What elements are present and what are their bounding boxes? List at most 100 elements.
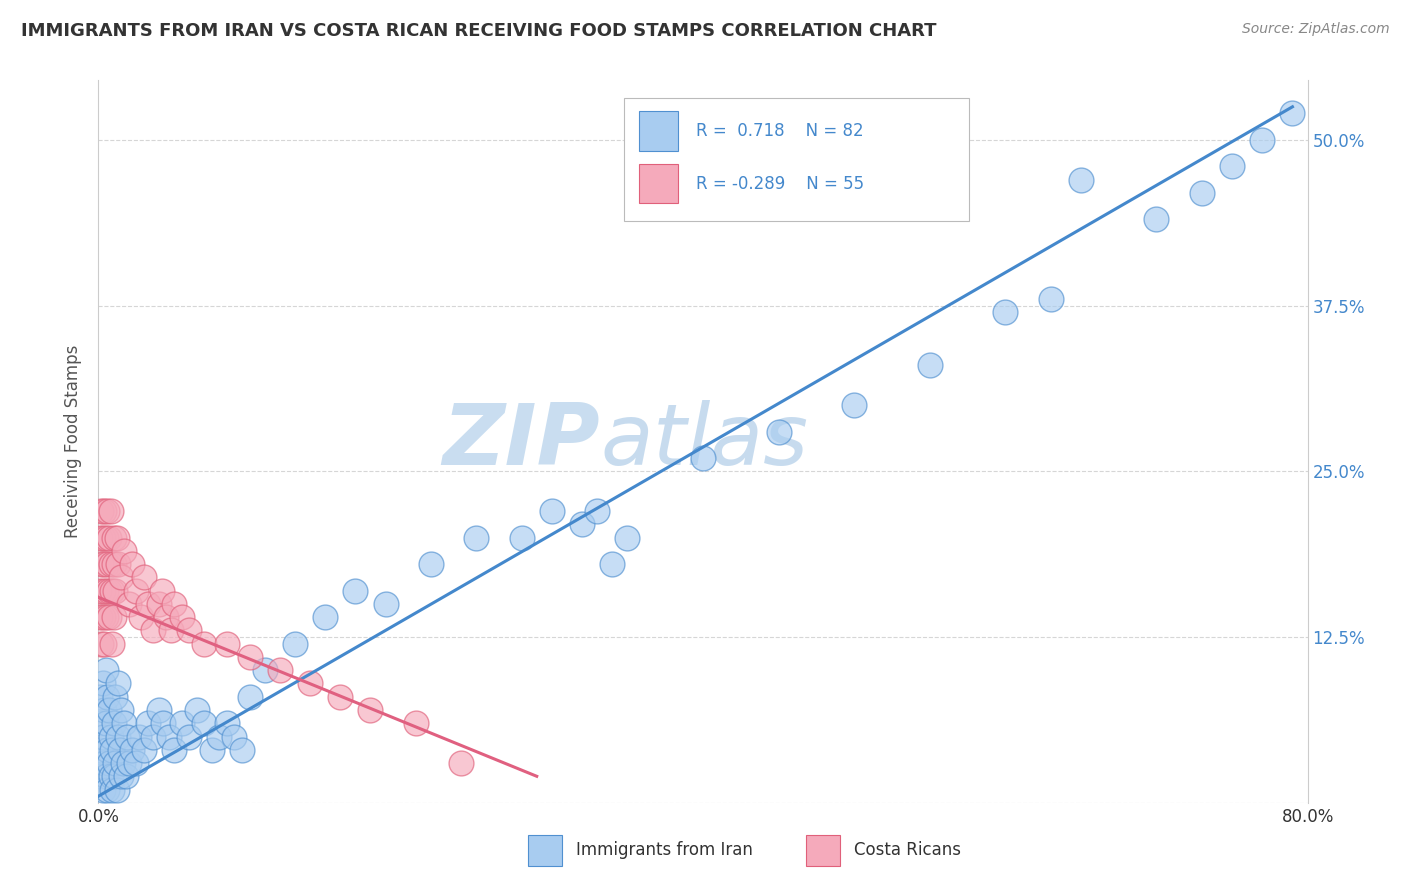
Point [91, 531, 114, 545]
Point [98, 531, 121, 545]
Point [108, 743, 131, 757]
Point [115, 730, 138, 744]
Point [104, 583, 127, 598]
Point [405, 716, 427, 731]
Point [103, 610, 125, 624]
Point [129, 610, 152, 624]
Point [91, 782, 114, 797]
Point [1281, 106, 1303, 120]
Point [170, 716, 193, 731]
Point [98, 610, 121, 624]
Point [91, 610, 114, 624]
Point [231, 743, 253, 757]
Text: Immigrants from Iran: Immigrants from Iran [576, 841, 754, 859]
Point [118, 756, 141, 770]
Point [100, 557, 122, 571]
Point [374, 597, 396, 611]
Point [136, 716, 159, 731]
Point [104, 690, 127, 704]
Point [186, 703, 208, 717]
Point [239, 650, 262, 665]
Text: IMMIGRANTS FROM IRAN VS COSTA RICAN RECEIVING FOOD STAMPS CORRELATION CHART: IMMIGRANTS FROM IRAN VS COSTA RICAN RECE… [21, 22, 936, 40]
Point [96, 690, 118, 704]
Point [201, 743, 224, 757]
Bar [638, 164, 678, 203]
Point [540, 504, 562, 518]
Point [1039, 292, 1062, 306]
Point [93, 756, 115, 770]
Point [1220, 160, 1243, 174]
Point [94, 531, 117, 545]
Point [125, 756, 148, 770]
Point [329, 690, 352, 704]
Point [90, 716, 112, 731]
Point [93, 557, 115, 571]
Point [253, 663, 276, 677]
Point [101, 637, 124, 651]
Point [150, 583, 173, 598]
Point [152, 716, 174, 731]
Point [89, 610, 111, 624]
Point [94, 663, 117, 677]
Point [107, 730, 129, 744]
Point [89, 690, 111, 704]
Text: ZIP: ZIP [443, 400, 600, 483]
Point [768, 425, 790, 439]
Point [107, 557, 129, 571]
Text: Source: ZipAtlas.com: Source: ZipAtlas.com [1241, 22, 1389, 37]
Point [1191, 186, 1213, 200]
Bar [638, 111, 678, 151]
Point [284, 637, 307, 651]
Point [142, 624, 165, 638]
Point [112, 716, 135, 731]
Bar [624, 98, 969, 221]
Point [215, 637, 238, 651]
Point [299, 676, 322, 690]
Point [105, 782, 128, 797]
Point [125, 583, 148, 598]
Point [93, 703, 115, 717]
Point [602, 557, 624, 571]
Point [844, 398, 866, 412]
Bar [527, 835, 561, 865]
Point [1251, 133, 1274, 147]
Point [193, 716, 215, 731]
Point [193, 637, 215, 651]
Point [103, 769, 125, 783]
Point [96, 504, 118, 518]
Point [103, 557, 125, 571]
Point [91, 730, 114, 744]
Point [616, 531, 638, 545]
Point [360, 703, 382, 717]
Point [98, 583, 121, 598]
Point [163, 597, 186, 611]
Point [450, 756, 472, 770]
Point [94, 583, 117, 598]
Point [136, 597, 159, 611]
Bar [806, 835, 839, 865]
Point [510, 531, 533, 545]
Point [90, 769, 112, 783]
Y-axis label: Receiving Food Stamps: Receiving Food Stamps [65, 345, 83, 538]
Point [111, 756, 134, 770]
Text: Costa Ricans: Costa Ricans [855, 841, 962, 859]
Point [132, 743, 155, 757]
Point [586, 504, 609, 518]
Point [105, 531, 128, 545]
Point [91, 676, 114, 690]
Point [91, 583, 114, 598]
Point [159, 730, 181, 744]
Point [179, 730, 201, 744]
Point [94, 610, 117, 624]
Point [94, 716, 117, 731]
Point [215, 716, 238, 731]
Point [94, 769, 117, 783]
Point [100, 769, 122, 783]
Point [179, 624, 201, 638]
Point [100, 504, 122, 518]
Point [160, 624, 183, 638]
Point [101, 583, 124, 598]
Point [89, 583, 111, 598]
Point [465, 531, 488, 545]
Point [90, 637, 112, 651]
